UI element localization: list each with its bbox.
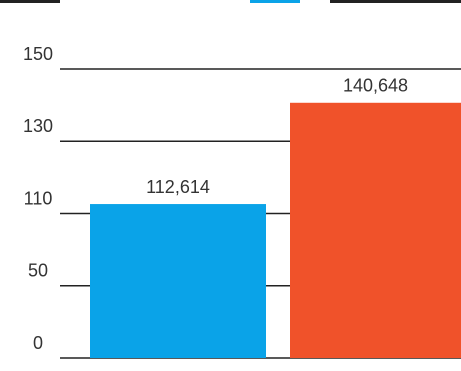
y-tick-label: 130 xyxy=(23,116,53,136)
y-tick-label: 0 xyxy=(33,333,43,353)
y-tick-label: 110 xyxy=(24,188,53,208)
bar xyxy=(90,204,266,358)
bar xyxy=(290,102,461,358)
value-label: 112,614 xyxy=(146,177,210,197)
legend-fragment xyxy=(0,0,60,3)
y-tick-label: 150 xyxy=(23,44,53,64)
legend-fragment xyxy=(330,0,461,3)
legend-fragment xyxy=(250,0,300,3)
y-tick-label: 50 xyxy=(28,261,48,281)
value-label: 140,648 xyxy=(343,76,408,96)
